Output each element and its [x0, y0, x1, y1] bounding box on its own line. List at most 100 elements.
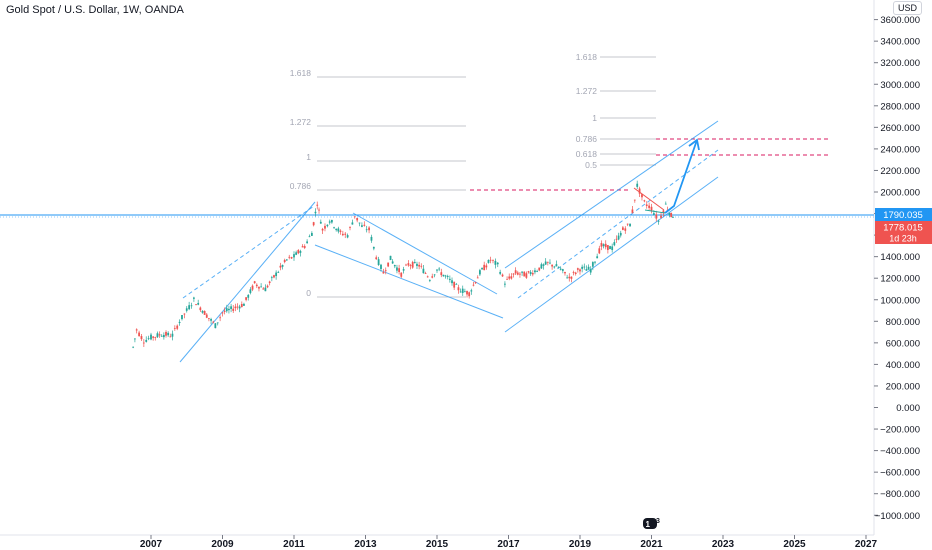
candle-body — [570, 276, 573, 279]
candle-body — [268, 281, 271, 283]
candle-body — [216, 322, 219, 324]
candle-body — [420, 265, 423, 267]
candle-body — [240, 303, 243, 307]
logo-mark: 1 — [646, 520, 651, 529]
candle-body — [306, 241, 309, 244]
candle-body — [622, 227, 624, 230]
channel-line — [504, 120, 719, 269]
y-tick-label: 200.000 — [886, 381, 920, 392]
candle-body — [236, 306, 239, 308]
candle-body — [232, 308, 235, 311]
candle-body — [214, 323, 217, 329]
candle-body — [559, 268, 562, 270]
candle-body — [568, 276, 571, 279]
x-tick-label: 2021 — [640, 539, 663, 550]
candle-body — [349, 226, 351, 228]
symbol-title[interactable]: Gold Spot / U.S. Dollar, 1W, OANDA — [6, 4, 184, 16]
candle-body — [301, 246, 304, 248]
candle-body — [494, 260, 497, 265]
candle-body — [606, 245, 609, 250]
candle-body — [253, 281, 256, 284]
candle-body — [203, 310, 206, 315]
candle-body — [333, 227, 335, 229]
candle-body — [587, 266, 590, 270]
x-tick-label: 2017 — [497, 539, 520, 550]
candle-body — [438, 268, 441, 270]
candle-body — [459, 291, 462, 293]
fib-left-label: 0 — [306, 288, 311, 298]
candle-body — [551, 264, 554, 267]
candle-body — [617, 235, 620, 240]
candle-body — [662, 210, 665, 214]
candle-body — [579, 269, 581, 272]
candle-body — [585, 269, 588, 271]
y-tick-label: 2800.000 — [880, 101, 920, 112]
candle-body — [185, 308, 188, 311]
candle-body — [277, 271, 280, 273]
candle-body — [368, 227, 370, 231]
x-tick-label: 2019 — [569, 539, 592, 550]
candle-body — [448, 278, 451, 280]
candle-body — [501, 274, 504, 277]
candle-body — [363, 224, 366, 226]
candle-body — [147, 338, 150, 340]
candle-body — [321, 228, 324, 231]
candle-body — [461, 288, 464, 293]
candle-body — [167, 332, 170, 336]
candle-body — [377, 259, 380, 265]
candle-body — [270, 277, 273, 279]
candle-body — [531, 273, 534, 275]
candle-body — [492, 259, 494, 261]
logo-badge: 3 — [656, 518, 660, 525]
pennant-line — [644, 209, 666, 214]
candle-body — [648, 205, 651, 208]
candle-body — [393, 264, 396, 267]
candle-body — [319, 221, 322, 224]
candle-body — [529, 272, 532, 275]
candle-body — [457, 287, 460, 291]
candle-body — [426, 276, 429, 278]
candle-body — [611, 246, 614, 250]
candle-body — [641, 194, 643, 198]
fib-right-label: 1.618 — [576, 52, 598, 62]
candle-body — [358, 222, 361, 224]
candle-body — [514, 270, 517, 274]
y-tick-label: 2200.000 — [880, 166, 920, 177]
candle-body — [387, 262, 390, 267]
candle-body — [245, 297, 247, 300]
candle-body — [264, 287, 267, 292]
fib-right-label: 0.618 — [576, 149, 598, 159]
pennant-line — [633, 187, 665, 211]
candle-body — [299, 251, 302, 253]
y-tick-label: 1200.000 — [880, 274, 920, 285]
channel-line — [182, 205, 315, 299]
candle-body — [176, 325, 179, 329]
candle-body — [283, 259, 286, 263]
candle-body — [132, 346, 135, 348]
candle-body — [668, 213, 671, 215]
projection-arrow — [664, 139, 698, 214]
candle-body — [650, 206, 653, 211]
candle-body — [536, 271, 538, 272]
candle-body — [279, 265, 282, 268]
candle-body — [453, 281, 456, 288]
current-price-tag — [875, 221, 932, 233]
candle-body — [234, 306, 237, 309]
candle-body — [431, 276, 434, 278]
candle-body — [534, 270, 536, 273]
candle-body — [275, 272, 278, 277]
fib-left-label: 0.786 — [290, 181, 312, 191]
candle-body — [384, 270, 387, 272]
candle-body — [660, 215, 662, 218]
x-tick-label: 2009 — [211, 539, 234, 550]
currency-label[interactable]: USD — [892, 1, 922, 15]
x-tick-label: 2011 — [283, 539, 305, 550]
channel-line — [504, 176, 719, 333]
candle-body — [316, 204, 319, 206]
candle-body — [260, 286, 263, 288]
candle-body — [591, 262, 594, 267]
candle-body — [375, 257, 378, 260]
countdown-value: 1d 23h — [889, 234, 917, 244]
x-tick-label: 2027 — [855, 539, 878, 550]
